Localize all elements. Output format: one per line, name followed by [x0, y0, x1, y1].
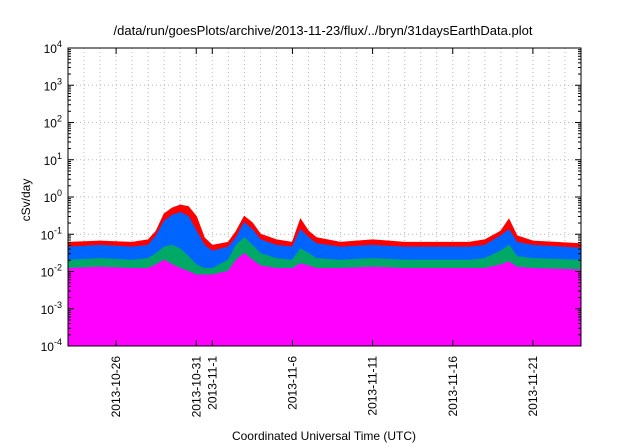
- series-line-0: [67, 204, 582, 247]
- y-tick-label: 10-1: [41, 225, 62, 242]
- y-tick-label: 104: [44, 39, 62, 56]
- y-axis-label: cSv/day: [19, 179, 33, 222]
- series-layer: [67, 204, 582, 346]
- x-tick-label: 2013-11-16: [446, 356, 460, 417]
- axis-ticks: 10-4 10-3 10-2 10-1 100 101 102 103 104 2013-10-2…: [41, 39, 581, 417]
- y-tick-label: 102: [44, 114, 62, 131]
- y-tick-label: 101: [44, 151, 62, 168]
- series-line-3: [67, 252, 582, 276]
- x-tick-label: 2013-11-21: [526, 356, 540, 417]
- y-tick-label: 10-2: [41, 263, 62, 280]
- series-line-4: [68, 282, 581, 290]
- x-tick-label: 2013-10-31: [189, 356, 203, 418]
- x-tick-label: 2013-11-11: [366, 356, 380, 416]
- series-line-1: [67, 212, 582, 252]
- y-tick-label: 103: [44, 76, 62, 93]
- y-tick-label: 100: [44, 188, 62, 205]
- x-axis-label: Coordinated Universal Time (UTC): [232, 429, 416, 443]
- chart-title: /data/run/goesPlots/archive/2013-11-23/f…: [114, 23, 533, 38]
- x-tick-label: 2013-10-26: [109, 356, 123, 418]
- y-tick-label: 10-3: [41, 300, 62, 317]
- x-tick-label: 2013-11-6: [285, 356, 299, 410]
- y-tick-label: 10-4: [41, 337, 62, 354]
- series-line-2: [67, 237, 582, 270]
- x-tick-label: 2013-11-1: [205, 356, 219, 410]
